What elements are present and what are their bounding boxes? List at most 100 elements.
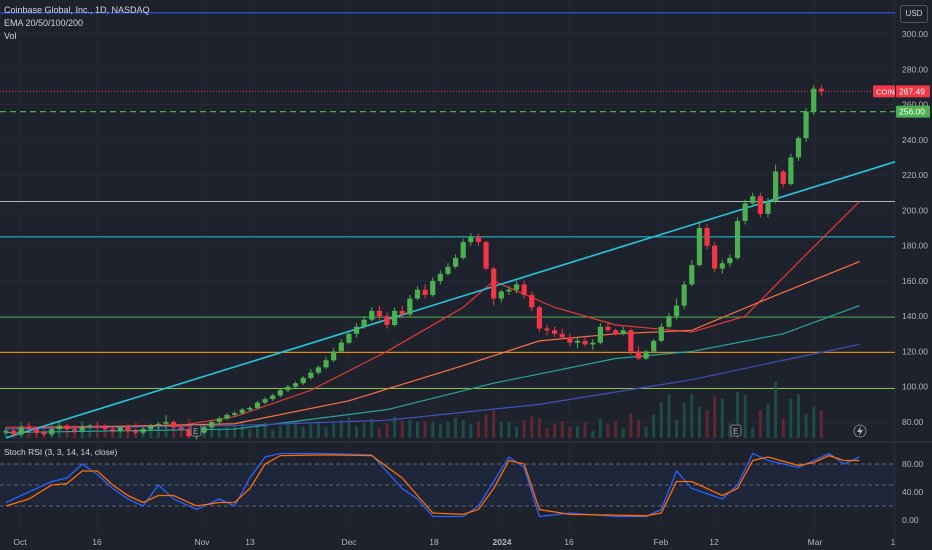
- volume-bar: [332, 423, 336, 438]
- candle: [392, 307, 398, 327]
- candle-body: [788, 157, 794, 184]
- last-price-label: 267.49: [899, 86, 925, 96]
- candle: [780, 169, 786, 188]
- time-tick-label: 16: [564, 537, 574, 547]
- volume-bar: [507, 422, 511, 438]
- time-tick-label: 1: [891, 537, 896, 547]
- candle: [87, 423, 93, 430]
- volume-bar: [614, 421, 618, 438]
- volume-indicator-label[interactable]: Vol: [4, 31, 17, 41]
- candle: [171, 420, 177, 430]
- volume-bar: [476, 421, 480, 438]
- currency-button[interactable]: USD: [900, 5, 928, 23]
- volume-bar: [370, 418, 374, 438]
- candle: [285, 384, 291, 393]
- volume-bar: [278, 425, 282, 438]
- volume-bar: [347, 417, 351, 438]
- candle: [734, 217, 741, 260]
- time-tick-label: Dec: [341, 537, 357, 547]
- price-tick-label: 300.00: [902, 29, 928, 39]
- candle-body: [750, 196, 756, 204]
- candle-body: [795, 138, 802, 158]
- candle-body: [445, 266, 451, 274]
- candle: [605, 321, 611, 333]
- candle: [513, 280, 520, 294]
- candle-body: [491, 268, 497, 299]
- time-tick-label: 2024: [493, 537, 512, 547]
- volume-bar: [95, 426, 99, 438]
- candle: [232, 411, 238, 417]
- volume-bar: [248, 429, 252, 438]
- candle-body: [353, 326, 360, 334]
- candle-body: [529, 295, 535, 308]
- volume-bar: [537, 417, 541, 438]
- volume-bar: [385, 423, 389, 438]
- volume-bar: [789, 399, 793, 438]
- candle: [132, 429, 139, 435]
- volume-bar: [697, 406, 701, 438]
- candle: [49, 427, 55, 437]
- candle: [681, 280, 687, 310]
- volume-bar: [355, 425, 359, 438]
- candle: [254, 400, 261, 410]
- volume-bar: [255, 424, 259, 438]
- candle-body: [117, 427, 123, 431]
- candle-body: [308, 372, 314, 378]
- candle-body: [452, 257, 459, 267]
- candle-body: [247, 407, 253, 410]
- candle: [567, 333, 573, 347]
- volume-bar: [423, 421, 427, 438]
- candle: [498, 289, 504, 303]
- candle: [643, 349, 649, 361]
- candle: [224, 413, 230, 421]
- volume-bar: [796, 393, 800, 438]
- candle: [452, 254, 459, 269]
- candle-body: [681, 284, 687, 306]
- stoch-rsi-title[interactable]: Stoch RSI (3, 3, 14, 14, close): [4, 447, 118, 457]
- time-tick-label: 12: [709, 537, 719, 547]
- candle: [277, 388, 283, 398]
- price-tick-label: 260.00: [902, 100, 928, 110]
- stoch-tick-label: 0.00: [902, 515, 919, 525]
- candle: [125, 425, 131, 433]
- ema-100-line: [5, 305, 860, 434]
- volume-bar: [400, 421, 404, 438]
- volume-bar: [758, 410, 762, 438]
- candle-body: [468, 236, 474, 243]
- price-tick-label: 180.00: [902, 241, 928, 251]
- ema-indicator-label[interactable]: EMA 20/50/100/200: [4, 18, 84, 28]
- candle-body: [300, 377, 306, 384]
- candle: [308, 369, 314, 380]
- candle-body: [338, 342, 344, 352]
- stoch-rsi-pane: 0.00 40.00 80.00: [0, 452, 924, 525]
- volume-bar: [553, 423, 557, 438]
- candle: [552, 326, 558, 338]
- ticker-label-box: [873, 85, 895, 98]
- candle: [262, 397, 268, 405]
- flash-event-icon: [853, 424, 867, 438]
- candle: [3, 427, 9, 435]
- volume-bar: [225, 426, 229, 438]
- volume-bar: [690, 393, 694, 438]
- price-tick-label: 160.00: [902, 276, 928, 286]
- volume-bar: [751, 427, 755, 438]
- candle-body: [513, 284, 520, 290]
- candle-body: [56, 425, 62, 430]
- candle: [818, 85, 824, 96]
- candle-body: [506, 289, 512, 292]
- candle: [521, 280, 527, 299]
- candle-body: [628, 330, 634, 352]
- volume-bar: [301, 426, 305, 438]
- candle: [651, 339, 657, 354]
- candle-body: [216, 418, 222, 422]
- candle: [376, 305, 382, 320]
- price-axis-labels: 80.00 100.00 120.00 140.00 160.00 180.00 200.0…: [902, 29, 928, 427]
- candle: [216, 416, 222, 424]
- candle-body: [803, 111, 809, 139]
- candle-body: [232, 413, 238, 415]
- candle: [292, 381, 299, 389]
- candle: [239, 407, 245, 415]
- volume-bar: [522, 420, 526, 438]
- volume-bar: [316, 421, 320, 438]
